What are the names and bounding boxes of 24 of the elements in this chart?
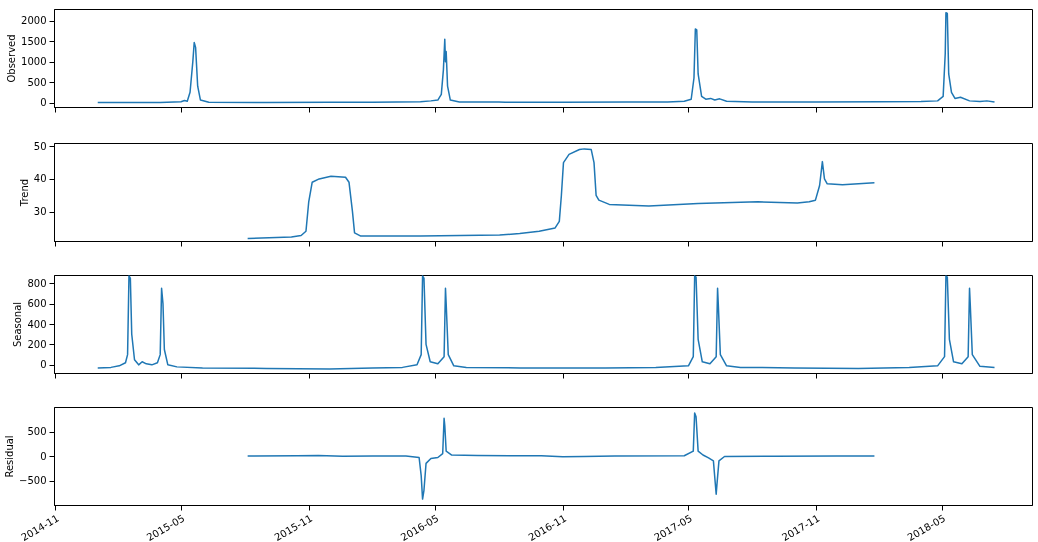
y-tick-label: 1500 (21, 35, 47, 47)
y-tick-label: −500 (19, 475, 47, 486)
line-series (246, 148, 876, 240)
y-tick-label: 30 (33, 206, 47, 218)
y-axis-title: Seasonal (12, 301, 24, 348)
y-tick-label: 0 (40, 450, 47, 462)
y-tick-label: 40 (33, 173, 47, 185)
line-series (96, 11, 996, 104)
line-series (96, 275, 996, 370)
y-tick-label: 0 (40, 97, 47, 109)
y-axis-title: Residual (4, 435, 16, 478)
y-tick-label: 400 (27, 318, 47, 330)
y-tick-label: 200 (27, 338, 47, 350)
y-tick-label: 800 (27, 277, 47, 289)
y-axis-title: Observed (6, 34, 18, 83)
y-tick-label: 50 (33, 140, 47, 152)
y-tick-label: 600 (27, 298, 47, 310)
line-series (246, 412, 876, 500)
y-tick-label: 0 (40, 359, 47, 371)
y-tick-label: 500 (27, 76, 47, 88)
y-tick-label: 500 (27, 426, 47, 437)
y-axis-title: Trend (18, 178, 30, 208)
y-tick-label: 2000 (21, 15, 47, 27)
y-tick-label: 1000 (21, 56, 47, 68)
